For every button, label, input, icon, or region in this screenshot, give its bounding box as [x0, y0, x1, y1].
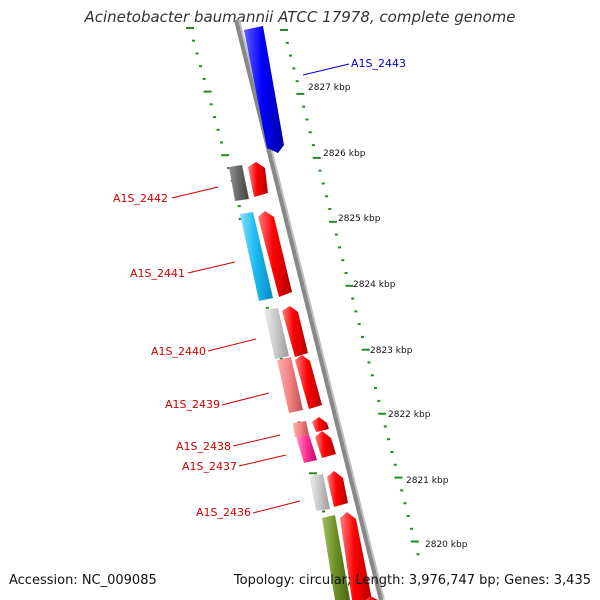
- callout-line: [187, 261, 236, 274]
- accession-text: Accession: NC_009085: [9, 573, 157, 588]
- gene-label-a1s-2437[interactable]: A1S_2437: [182, 460, 237, 473]
- genome-summary-text: Topology: circular; Length: 3,976,747 bp…: [233, 573, 591, 588]
- cds-a1s-2440[interactable]: [264, 308, 289, 359]
- gene-label-a1s-2436[interactable]: A1S_2436: [196, 506, 251, 519]
- callout-line: [207, 338, 257, 352]
- gene-label-a1s-2441[interactable]: A1S_2441: [130, 267, 185, 280]
- callout-line: [252, 500, 301, 514]
- kbp-label: 2824 kbp: [353, 280, 396, 290]
- kbp-label: 2827 kbp: [308, 83, 351, 93]
- cds-a1s-2442[interactable]: [229, 165, 249, 201]
- gene-next-arrow[interactable]: [340, 512, 372, 600]
- gene-label-a1s-2443[interactable]: A1S_2443: [351, 57, 406, 70]
- gene-a1s-2437-arrow[interactable]: [315, 431, 336, 458]
- kbp-label: 2821 kbp: [406, 476, 449, 486]
- gene-edge-arrow[interactable]: [366, 596, 378, 600]
- kbp-label: 2822 kbp: [388, 410, 431, 420]
- gene-a1s-2438-arrow[interactable]: [312, 417, 329, 432]
- gene-a1s-2443-arrow[interactable]: [244, 26, 284, 153]
- gene-label-a1s-2442[interactable]: A1S_2442: [113, 192, 168, 205]
- kbp-label: 2826 kbp: [323, 149, 366, 159]
- gene-a1s-2441-arrow[interactable]: [258, 211, 292, 297]
- cds-a1s-2437[interactable]: [296, 435, 317, 463]
- cds-a1s-2439[interactable]: [277, 357, 303, 413]
- callout-line: [232, 434, 281, 447]
- callout-line: [238, 454, 287, 467]
- kbp-label: 2825 kbp: [338, 214, 381, 224]
- gene-a1s-2442-arrow[interactable]: [248, 162, 268, 197]
- gene-a1s-2440-arrow[interactable]: [282, 306, 308, 357]
- cds-a1s-2438[interactable]: [293, 421, 309, 437]
- kbp-label: 2823 kbp: [370, 346, 413, 356]
- cds-next[interactable]: [322, 515, 350, 600]
- cds-a1s-2436[interactable]: [309, 474, 330, 511]
- callout-line: [221, 392, 270, 406]
- map-title: Acinetobacter baumannii ATCC 17978, comp…: [84, 8, 516, 26]
- callout-line: [302, 63, 350, 76]
- cds-a1s-2441[interactable]: [240, 212, 273, 301]
- gene-label-a1s-2440[interactable]: A1S_2440: [151, 345, 206, 358]
- gene-a1s-2439-arrow[interactable]: [295, 355, 322, 409]
- callout-line: [171, 186, 219, 199]
- outer-scale-ticks: [280, 29, 420, 556]
- gene-a1s-2436-arrow[interactable]: [327, 471, 348, 507]
- gene-label-a1s-2439[interactable]: A1S_2439: [165, 398, 220, 411]
- gene-label-a1s-2438[interactable]: A1S_2438: [176, 440, 231, 453]
- kbp-labels: 2827 kbp 2826 kbp 2825 kbp 2824 kbp 2823…: [308, 83, 468, 550]
- kbp-label: 2820 kbp: [425, 540, 468, 550]
- genome-backbone: [234, 19, 383, 600]
